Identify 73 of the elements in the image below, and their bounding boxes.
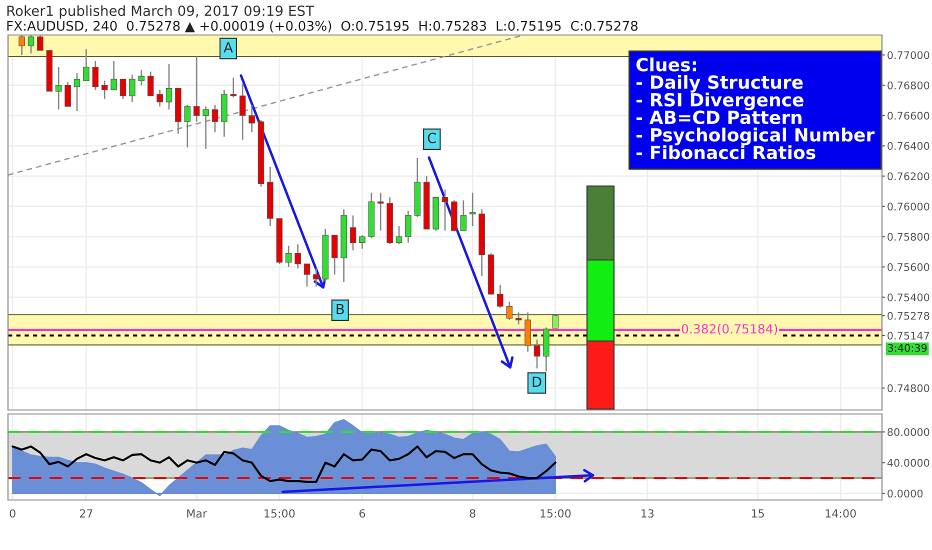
candlestick xyxy=(230,77,237,98)
x-tick-label: 15:00 xyxy=(264,509,295,518)
candlestick xyxy=(294,244,301,270)
chart-subtitle: FX:AUDUSD, 240 0.75278 ▲ +0.00019 (+0.03%) O:0.75195 H:0.75283 L:0.75195 C:0.75278 xyxy=(7,20,638,32)
candlestick xyxy=(166,63,172,110)
candlestick xyxy=(248,104,255,133)
candlestick xyxy=(359,234,366,250)
candlestick xyxy=(469,192,476,227)
y-tick-label: 0.76600 xyxy=(888,112,930,120)
ref-line-label: 0.382(0.75184) xyxy=(682,324,778,336)
candlestick xyxy=(74,72,80,112)
x-tick-label: 0 xyxy=(10,509,16,518)
annotation: D xyxy=(532,376,542,387)
x-tick-label: 15 xyxy=(752,509,764,518)
y-tick-label: 0.75800 xyxy=(888,232,930,241)
candlestick xyxy=(350,214,356,251)
candlestick xyxy=(460,200,467,232)
y-tick-label: 0.74800 xyxy=(888,384,930,392)
y-tick-label: 0.76000 xyxy=(888,202,930,210)
candlestick xyxy=(202,106,209,150)
y-tick-label: 0.76200 xyxy=(888,172,930,180)
annotation: Clues: - Daily Structure - RSI Divergence - AB=CD Pattern - Psychological Number - Fibonacci Ratios xyxy=(636,58,875,160)
candlestick xyxy=(304,263,310,288)
y-tick-label: 0.76400 xyxy=(888,142,930,150)
candlestick xyxy=(313,268,320,288)
y-tick-label: 0.0000 xyxy=(888,490,923,498)
candlestick xyxy=(138,69,145,86)
x-tick-label: 13 xyxy=(642,509,654,518)
candlestick xyxy=(552,314,559,329)
candlestick xyxy=(405,210,412,244)
candlestick xyxy=(515,312,522,326)
candlestick xyxy=(193,56,200,122)
candlestick xyxy=(239,83,246,140)
candlestick xyxy=(129,74,136,103)
x-tick-label: 27 xyxy=(80,509,92,518)
y-tick-label: 0.75600 xyxy=(888,263,930,272)
candlestick xyxy=(184,104,191,148)
y-tick-label: 0.75147 xyxy=(888,332,930,340)
candlestick xyxy=(110,60,117,90)
annotation: C xyxy=(428,132,436,144)
y-tick-label: 80.0000 xyxy=(888,428,930,436)
candlestick xyxy=(212,104,218,133)
candlestick xyxy=(534,338,540,370)
candlestick xyxy=(331,234,338,276)
x-tick-label: 8 xyxy=(470,509,476,518)
candlestick xyxy=(497,284,504,309)
candlestick xyxy=(64,82,71,108)
line-series xyxy=(12,445,556,483)
y-tick-label: 0.75400 xyxy=(888,293,930,302)
x-tick-label: 15:00 xyxy=(540,509,571,518)
candlestick xyxy=(55,66,62,110)
candlestick xyxy=(506,301,513,321)
candlestick xyxy=(147,70,154,97)
annotation: B xyxy=(336,304,344,314)
candlestick xyxy=(442,189,448,232)
annotation: A xyxy=(224,42,233,52)
y-tick-label: 0.76800 xyxy=(888,81,930,90)
candlestick xyxy=(101,80,108,100)
text: 3:40:39 xyxy=(888,344,927,352)
candlestick xyxy=(120,78,126,100)
y-tick-label: 0.77000 xyxy=(888,51,930,60)
y-tick-label: 40.0000 xyxy=(887,458,930,467)
x-tick-label: Mar xyxy=(187,509,208,518)
candlestick xyxy=(83,48,90,82)
chart-title: Roker1 published March 09, 2017 09:19 EST xyxy=(7,5,314,19)
y-tick-label: 0.75278 xyxy=(888,312,930,320)
candlestick xyxy=(92,60,99,90)
candlestick xyxy=(285,245,292,268)
candlestick xyxy=(396,225,402,245)
candlestick xyxy=(156,89,163,108)
candlestick xyxy=(377,192,384,232)
x-tick-label: 6 xyxy=(359,509,366,518)
x-tick-label: 14:00 xyxy=(826,509,856,518)
